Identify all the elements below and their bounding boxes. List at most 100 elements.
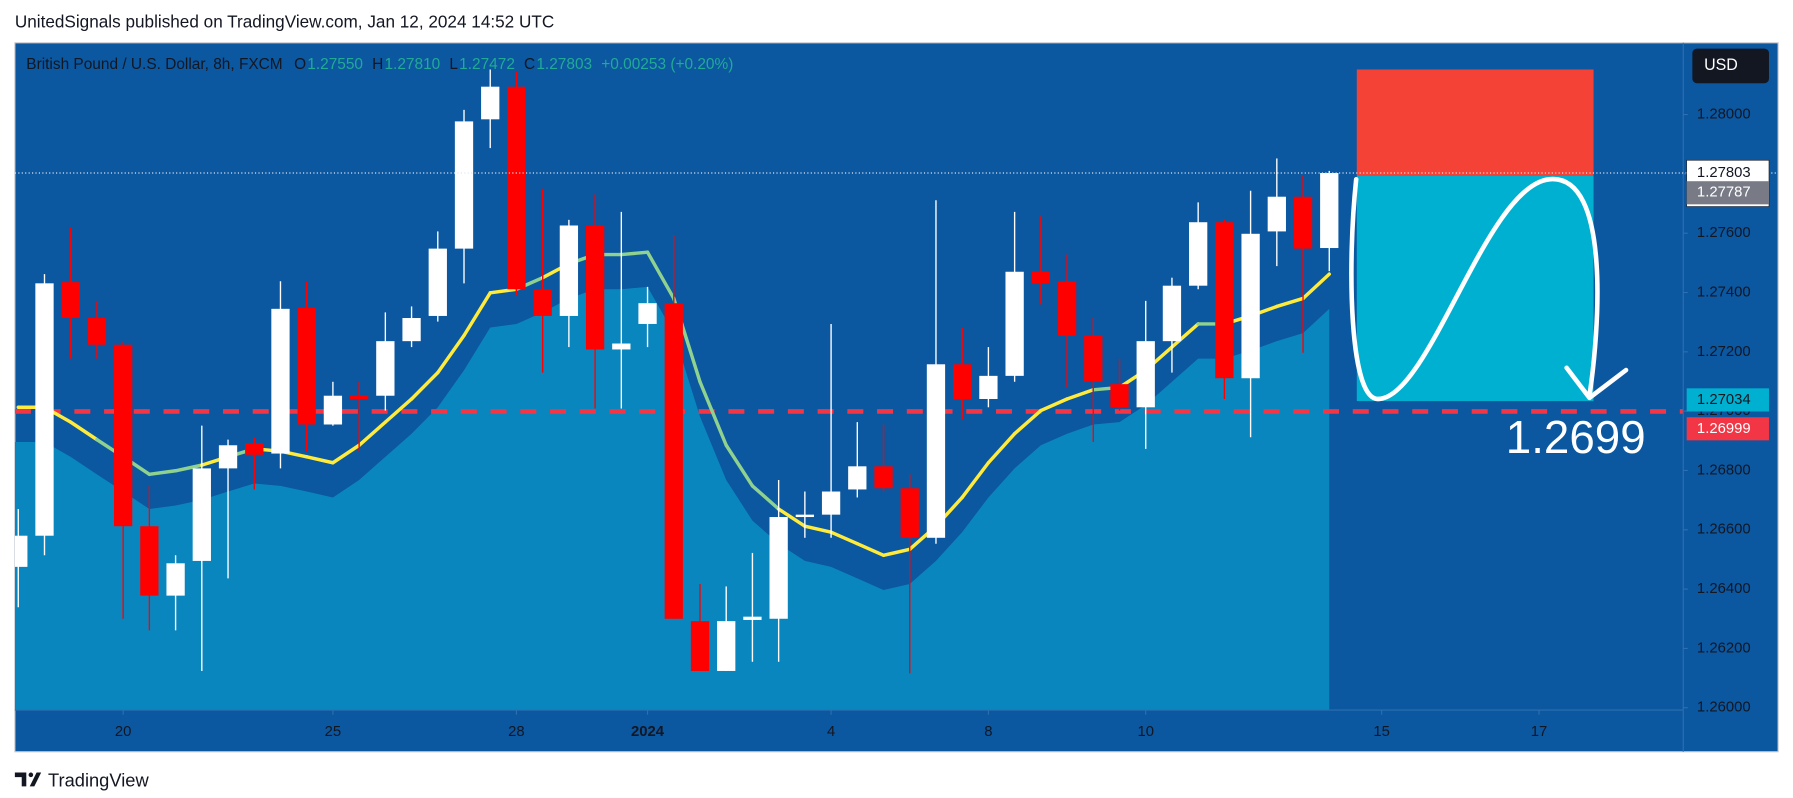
candle-body (1162, 285, 1182, 342)
ma-segment (829, 530, 860, 546)
y-tick-label: 1.28000 (1697, 105, 1751, 122)
y-tick-label: 1.26600 (1697, 521, 1751, 538)
y-tick-label: 1.26800 (1697, 461, 1751, 478)
ma-segment (462, 291, 492, 338)
price-label-box (1686, 181, 1769, 205)
drawn-arrow (1349, 176, 1600, 402)
x-tick-label: 20 (115, 723, 132, 740)
candle-body (35, 283, 54, 536)
candle-body (166, 563, 185, 596)
footer-logo (14, 772, 42, 787)
candle-body (690, 621, 710, 671)
candle-body (428, 248, 447, 316)
x-tick-label: 10 (1137, 723, 1154, 740)
logo-icon (14, 772, 42, 787)
ma-segment (698, 380, 728, 447)
candle-body (14, 535, 28, 567)
ma-segment (68, 420, 99, 442)
candle-body (848, 466, 867, 490)
candle-body (1031, 271, 1050, 284)
x-tick-label: 17 (1531, 723, 1548, 740)
level-label-box (1686, 417, 1769, 441)
legend-text: O (294, 56, 306, 73)
ma-segment (803, 524, 833, 534)
candle-body (769, 517, 788, 619)
candle-body (1241, 233, 1260, 379)
candle-body (114, 344, 133, 527)
candle-body (349, 395, 369, 399)
legend-text: 1.27550 (307, 56, 363, 73)
candle-body (192, 468, 211, 561)
legend-text: L (449, 56, 458, 73)
candle-body (481, 86, 500, 120)
candle-body (376, 341, 395, 396)
legend-text: British Pound / U.S. Dollar, 8h, FXCM (26, 56, 282, 73)
candle-body (821, 491, 841, 515)
header: UnitedSignals published on TradingView.c… (15, 12, 554, 32)
ma-segment (383, 397, 414, 424)
candle-body (1136, 341, 1155, 408)
ma-segment (1275, 296, 1305, 309)
candle-body (1215, 222, 1234, 379)
candle-body (717, 621, 736, 671)
legend-text: 1.27472 (459, 56, 515, 73)
currency-button[interactable] (1692, 48, 1769, 84)
ma-segment (304, 455, 335, 465)
currency-label[interactable]: USD (1704, 56, 1738, 74)
ma-segment (173, 463, 204, 473)
candle-body (454, 121, 474, 249)
candle-body (1189, 222, 1208, 286)
ma-segment (147, 469, 178, 477)
ma-segment (436, 333, 466, 375)
candle-body (953, 364, 972, 399)
ma-segment (645, 250, 676, 301)
y-tick-label: 1.27600 (1697, 224, 1751, 241)
y-tick-label: 1.27400 (1697, 283, 1751, 300)
candle-body (1267, 196, 1286, 232)
footer: TradingView (48, 770, 149, 791)
candle-body (900, 488, 919, 538)
y-tick-label: 1.26400 (1697, 580, 1751, 597)
candle-body (87, 318, 107, 345)
candle-body (1084, 335, 1103, 382)
x-tick-label: 25 (325, 723, 342, 740)
candle-body (140, 526, 159, 596)
ma-segment (1012, 408, 1043, 436)
candle-body (218, 445, 238, 469)
last-price-label: 1.27803 (1697, 164, 1751, 181)
level-label: 1.26999 (1697, 420, 1751, 437)
price-label: 1.27787 (1697, 184, 1751, 201)
ma-segment (724, 443, 755, 488)
candle-body (402, 318, 421, 342)
x-tick-label: 15 (1373, 723, 1390, 740)
ma-segment (881, 547, 912, 558)
candle-body (612, 343, 631, 350)
ma-segment (619, 250, 650, 257)
ma-segment (1301, 272, 1331, 301)
ma-segment (986, 431, 1017, 465)
annotation: 1.2699 (1506, 411, 1646, 463)
ma-segment (1039, 397, 1069, 413)
candle-body (874, 466, 893, 489)
candle-body (507, 86, 526, 290)
candle-body (1057, 281, 1077, 336)
candle-body (533, 289, 552, 316)
candle-body (271, 308, 290, 454)
candle-body (743, 616, 762, 620)
ma-segment (960, 461, 991, 500)
candle-body (323, 395, 343, 425)
candle-body (926, 364, 946, 538)
ma-segment (409, 370, 440, 401)
candle-body (1293, 196, 1313, 249)
x-tick-label: 28 (508, 723, 525, 740)
x-tick-label: 8 (984, 723, 992, 740)
legend-text: +0.00253 (+0.20%) (601, 56, 733, 73)
candle-body (638, 303, 657, 324)
legend-text: H (372, 56, 383, 73)
target-label: 1.27034 (1697, 391, 1751, 408)
x-tick-label: 2024 (631, 723, 665, 740)
ma-segment (357, 420, 388, 447)
ma-segment (750, 484, 781, 511)
